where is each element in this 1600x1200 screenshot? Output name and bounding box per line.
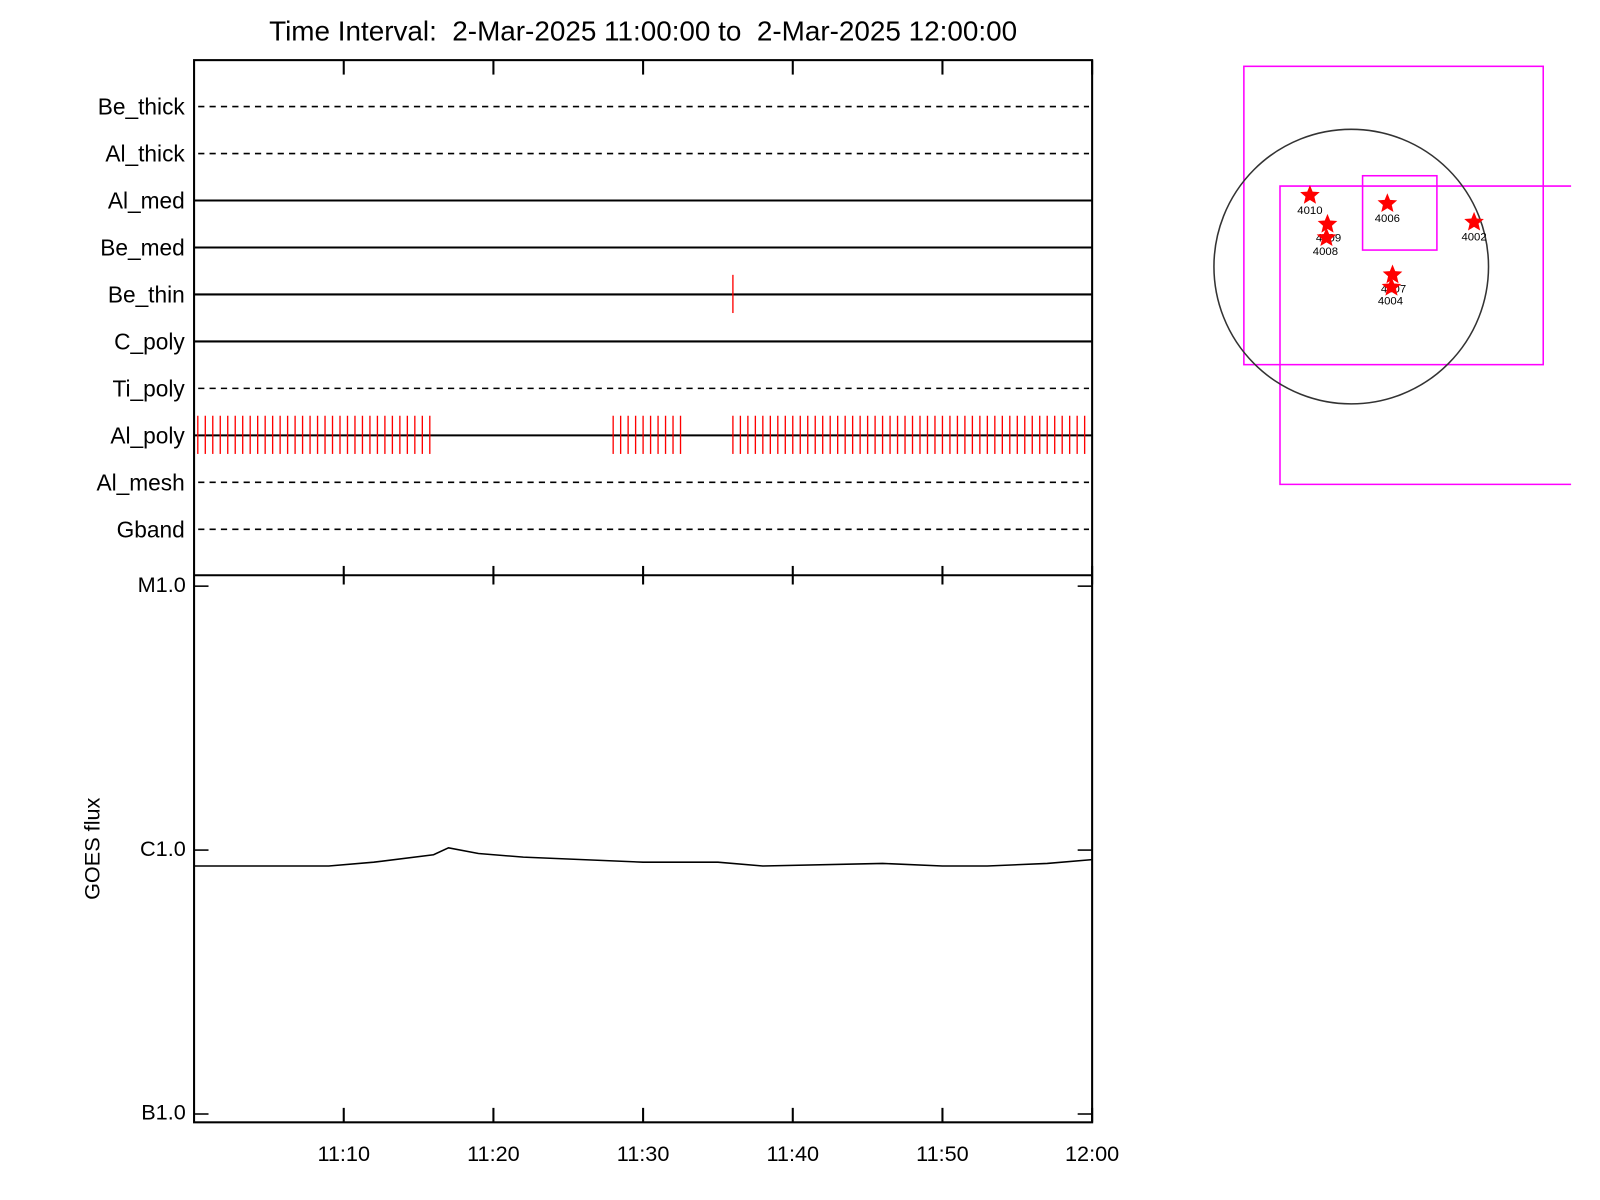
y-tick-label: C1.0 (140, 836, 186, 861)
fov-box (1361, 174, 1438, 251)
fov-box (1279, 185, 1572, 486)
x-tick-label: 11:10 (317, 1141, 370, 1166)
row-label: Al_mesh (96, 469, 184, 495)
region-label: 4010 (1297, 205, 1322, 217)
x-tick-label: 11:20 (467, 1141, 520, 1166)
x-tick-label: 11:40 (766, 1141, 819, 1166)
region-label: 4004 (1378, 296, 1403, 308)
row-label: C_poly (114, 328, 185, 354)
x-tick-label: 11:30 (617, 1141, 670, 1166)
chart-title: Time Interval: 2-Mar-2025 11:00:00 to 2-… (269, 16, 1017, 47)
row-label: Ti_poly (112, 375, 185, 401)
sun-map (1213, 65, 1572, 486)
region-star (1377, 193, 1398, 212)
x-tick-label: 11:50 (916, 1141, 969, 1166)
region-label: 4006 (1375, 213, 1400, 225)
y-axis-label: GOES flux (80, 797, 105, 899)
plot-frame (193, 59, 1094, 1124)
solar-limb (1213, 128, 1490, 405)
region-label: 4002 (1461, 232, 1486, 244)
row-label: Al_thick (105, 141, 185, 167)
region-star (1316, 227, 1337, 247)
row-label: Be_med (100, 235, 185, 261)
row-label: Be_thin (108, 282, 185, 308)
region-star (1317, 213, 1338, 233)
region-star (1381, 276, 1402, 296)
y-tick-label: M1.0 (138, 572, 186, 597)
fov-box (1243, 65, 1544, 366)
x-tick-label: 12:00 (1065, 1141, 1119, 1166)
row-label: Al_poly (110, 422, 185, 448)
flux-line (194, 847, 1093, 867)
y-tick-label: B1.0 (141, 1100, 186, 1125)
row-label: Al_med (108, 188, 185, 214)
row-label: Gband (117, 516, 185, 542)
region-star (1464, 211, 1484, 231)
row-label: Be_thick (98, 94, 186, 120)
region-label: 4008 (1313, 246, 1338, 258)
region-star (1382, 264, 1403, 284)
region-star (1300, 185, 1320, 204)
